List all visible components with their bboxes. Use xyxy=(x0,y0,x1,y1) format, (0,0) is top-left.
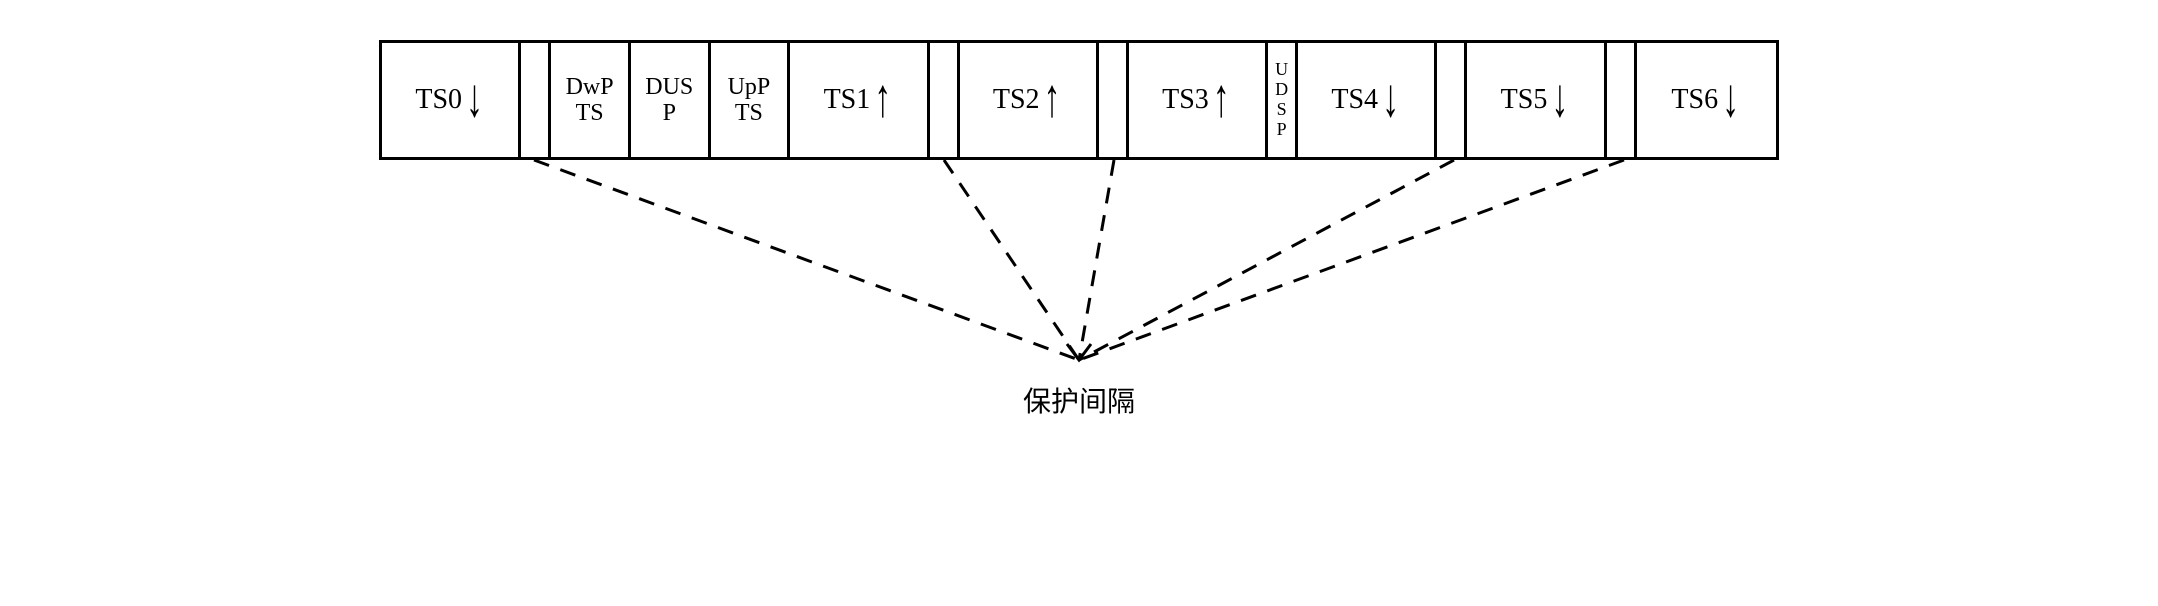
cell-ts5: TS5↓ xyxy=(1467,43,1606,157)
arrow-down-icon: ↓ xyxy=(1551,70,1568,130)
cell-label: U D S P xyxy=(1275,60,1288,139)
cell-label: TS2 xyxy=(993,85,1040,116)
leader-line xyxy=(1079,160,1114,360)
cell-label: TS4 xyxy=(1331,85,1378,116)
cell-ts6: TS6↓ xyxy=(1637,43,1776,157)
cell-ts2: TS2↑ xyxy=(960,43,1099,157)
leader-line xyxy=(944,160,1079,360)
arrow-down-icon: ↓ xyxy=(466,70,483,130)
cell-dwp: DwP TS xyxy=(551,43,631,157)
cell-ts4: TS4↓ xyxy=(1298,43,1437,157)
cell-ts0: TS0↓ xyxy=(382,43,521,157)
convergence-arrow-icon xyxy=(1067,344,1091,360)
cell-label: TS0 xyxy=(415,85,462,116)
cell-label: TS5 xyxy=(1501,85,1548,116)
arrow-up-icon: ↑ xyxy=(1044,70,1061,130)
cell-gap2 xyxy=(1099,43,1129,157)
cell-label: DUS P xyxy=(645,74,693,127)
cell-udsp: U D S P xyxy=(1268,43,1298,157)
arrow-up-icon: ↑ xyxy=(1213,70,1230,130)
leader-line xyxy=(534,160,1079,360)
caption-text: 保护间隔 xyxy=(1023,387,1135,418)
cell-ts3: TS3↑ xyxy=(1129,43,1268,157)
cell-label: TS6 xyxy=(1671,85,1718,116)
cell-gap1 xyxy=(930,43,960,157)
leader-line xyxy=(1079,160,1624,360)
leader-lines xyxy=(379,160,1779,380)
cell-gap4 xyxy=(1437,43,1467,157)
leader-line xyxy=(1079,160,1454,360)
caption: 保护间隔 xyxy=(379,380,1779,420)
timeslot-diagram: TS0↓DwP TSDUS PUpP TSTS1↑TS2↑TS3↑U D S P… xyxy=(379,40,1779,160)
frame-row: TS0↓DwP TSDUS PUpP TSTS1↑TS2↑TS3↑U D S P… xyxy=(379,40,1779,160)
arrow-up-icon: ↑ xyxy=(874,70,891,130)
cell-label: TS3 xyxy=(1162,85,1209,116)
cell-gap0 xyxy=(521,43,551,157)
arrow-down-icon: ↓ xyxy=(1722,70,1739,130)
cell-dusp: DUS P xyxy=(631,43,711,157)
cell-label: TS1 xyxy=(824,85,871,116)
cell-upp: UpP TS xyxy=(711,43,791,157)
cell-label: UpP TS xyxy=(728,74,771,127)
cell-gap5 xyxy=(1607,43,1637,157)
arrow-down-icon: ↓ xyxy=(1382,70,1399,130)
cell-ts1: TS1↑ xyxy=(790,43,929,157)
cell-label: DwP TS xyxy=(566,74,614,127)
